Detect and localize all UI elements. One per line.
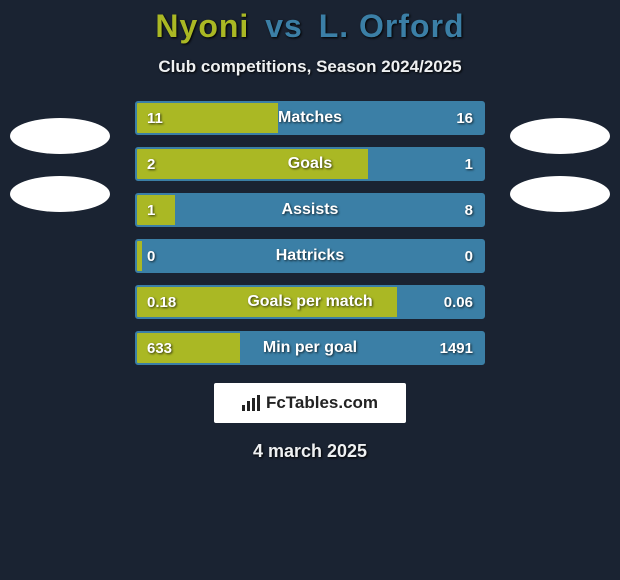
stat-value-right: 0.06 bbox=[444, 294, 473, 311]
stat-row-gpm: 0.18 Goals per match 0.06 bbox=[135, 285, 485, 319]
subtitle: Club competitions, Season 2024/2025 bbox=[158, 57, 461, 77]
stat-label: Hattricks bbox=[137, 247, 483, 265]
player2-name: L. Orford bbox=[319, 8, 465, 44]
player1-avatars bbox=[10, 118, 110, 212]
brand-text: FcTables.com bbox=[266, 393, 378, 413]
avatar-placeholder bbox=[510, 118, 610, 154]
avatar-placeholder bbox=[10, 118, 110, 154]
stat-label: Min per goal bbox=[137, 339, 483, 357]
player2-avatars bbox=[510, 118, 610, 212]
stat-label: Goals bbox=[137, 155, 483, 173]
bars-chart-icon bbox=[242, 395, 260, 411]
date-label: 4 march 2025 bbox=[253, 441, 367, 462]
stat-value-right: 0 bbox=[465, 248, 473, 265]
stat-row-goals: 2 Goals 1 bbox=[135, 147, 485, 181]
avatar-placeholder bbox=[10, 176, 110, 212]
vs-separator: vs bbox=[259, 8, 309, 44]
stat-value-right: 16 bbox=[456, 110, 473, 127]
stat-value-right: 1491 bbox=[440, 340, 473, 357]
stat-row-matches: 11 Matches 16 bbox=[135, 101, 485, 135]
stat-row-hattricks: 0 Hattricks 0 bbox=[135, 239, 485, 273]
stat-label: Matches bbox=[137, 109, 483, 127]
stat-row-mpg: 633 Min per goal 1491 bbox=[135, 331, 485, 365]
stats-list: 11 Matches 16 2 Goals 1 1 Assists 8 0 Ha… bbox=[135, 101, 485, 365]
stat-row-assists: 1 Assists 8 bbox=[135, 193, 485, 227]
brand-badge: FcTables.com bbox=[214, 383, 406, 423]
page-title: Nyoni vs L. Orford bbox=[155, 8, 464, 45]
stat-value-right: 1 bbox=[465, 156, 473, 173]
stat-label: Goals per match bbox=[137, 293, 483, 311]
avatar-placeholder bbox=[510, 176, 610, 212]
player1-name: Nyoni bbox=[155, 8, 249, 44]
stat-label: Assists bbox=[137, 201, 483, 219]
stat-value-right: 8 bbox=[465, 202, 473, 219]
